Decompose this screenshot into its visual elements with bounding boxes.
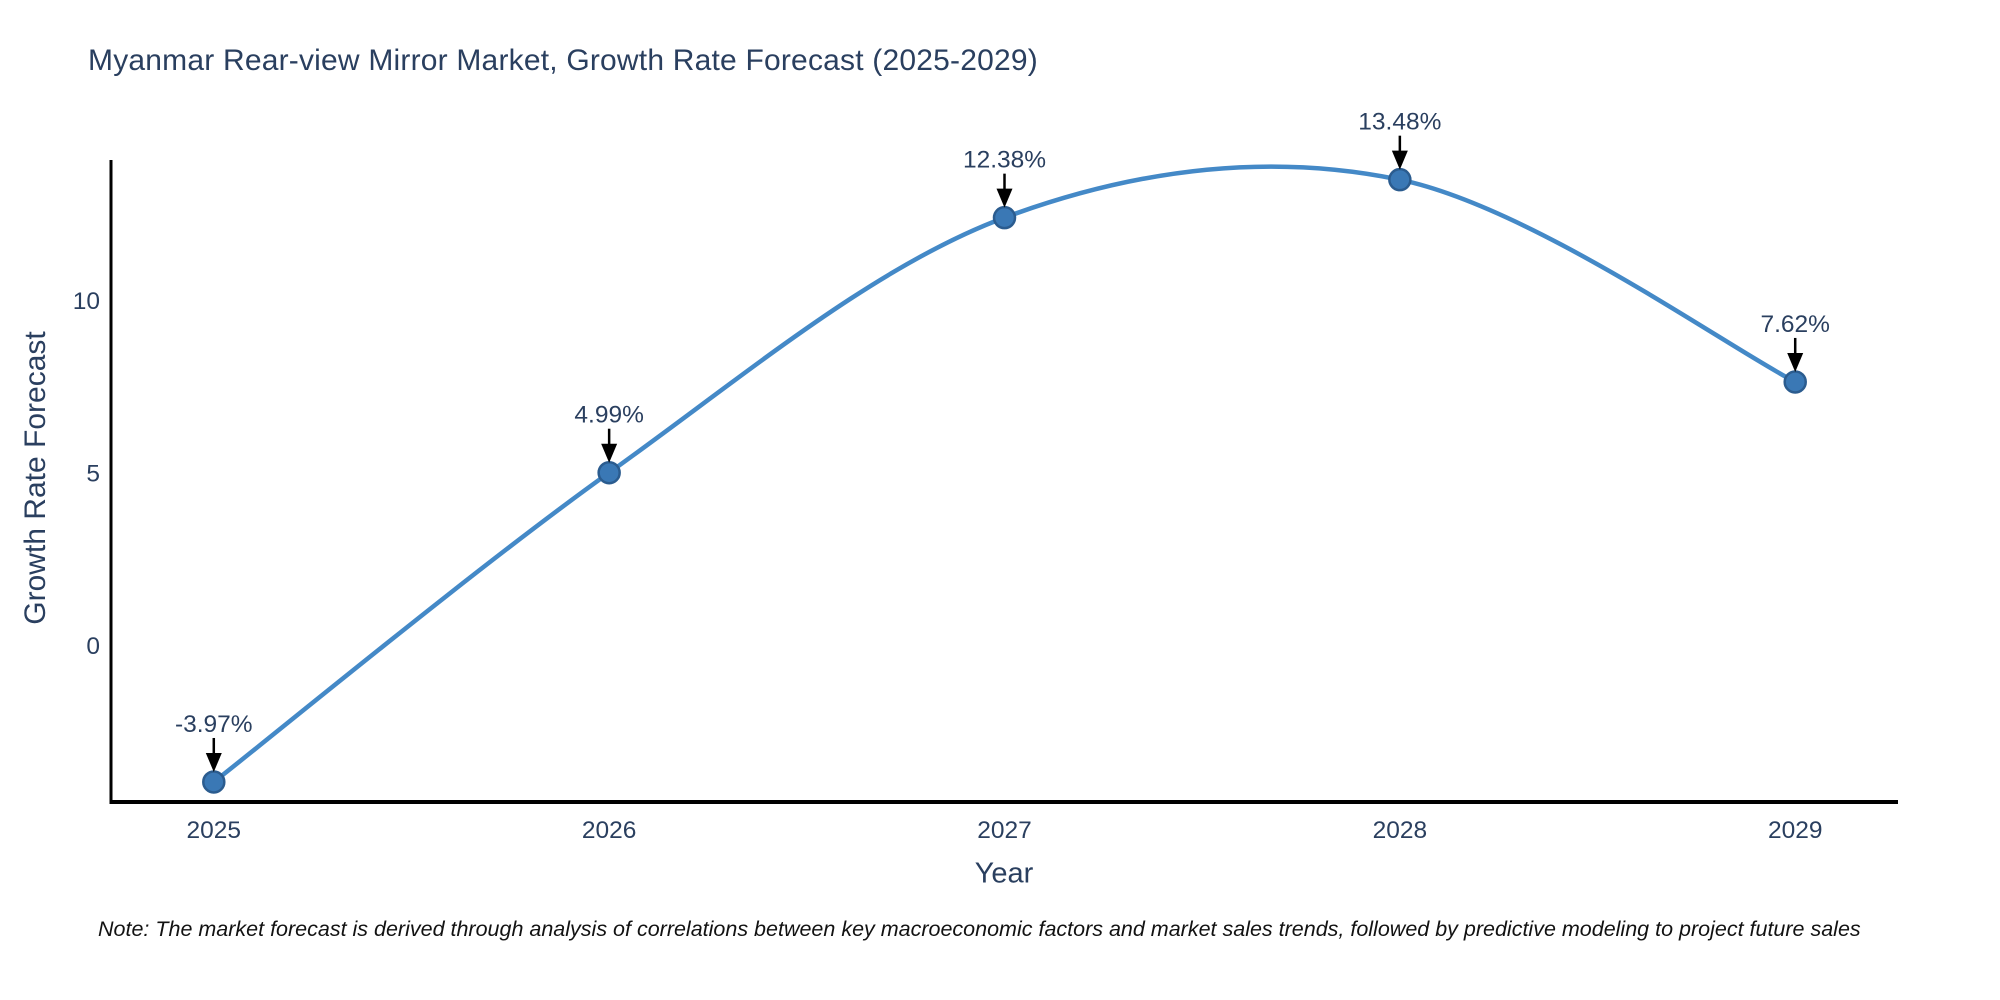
forecast-line	[211, 164, 1798, 785]
annotation-arrowhead	[1787, 352, 1804, 372]
y-tick-label: 10	[73, 288, 100, 315]
chart-title: Myanmar Rear-view Mirror Market, Growth …	[88, 44, 1038, 77]
chart-footnote: Note: The market forecast is derived thr…	[98, 917, 1861, 941]
data-point-2027[interactable]	[992, 205, 1017, 230]
data-point-label: -3.97%	[175, 711, 253, 738]
x-tick-label: 2025	[187, 817, 242, 844]
data-point-label: 4.99%	[574, 402, 643, 429]
data-point-2029[interactable]	[1783, 370, 1807, 394]
data-point-2025[interactable]	[202, 770, 226, 794]
x-tick-label: 2029	[1768, 817, 1823, 844]
annotation-arrowhead	[1391, 150, 1408, 170]
annotation-arrowhead	[996, 188, 1013, 208]
y-tick-label: 5	[86, 460, 100, 487]
data-point-label: 13.48%	[1358, 109, 1441, 136]
data-point-2028[interactable]	[1388, 167, 1412, 192]
data-point-label: 7.62%	[1760, 311, 1829, 338]
annotation-arrowhead	[601, 443, 618, 463]
annotation-arrowhead	[205, 752, 222, 772]
x-tick-label: 2027	[977, 817, 1032, 844]
data-point-2026[interactable]	[597, 460, 621, 485]
x-tick-label: 2028	[1373, 817, 1428, 844]
data-point-label: 12.38%	[963, 147, 1046, 174]
x-axis-title: Year	[974, 857, 1034, 890]
y-tick-label: 0	[86, 633, 100, 660]
x-tick-label: 2026	[582, 817, 637, 844]
